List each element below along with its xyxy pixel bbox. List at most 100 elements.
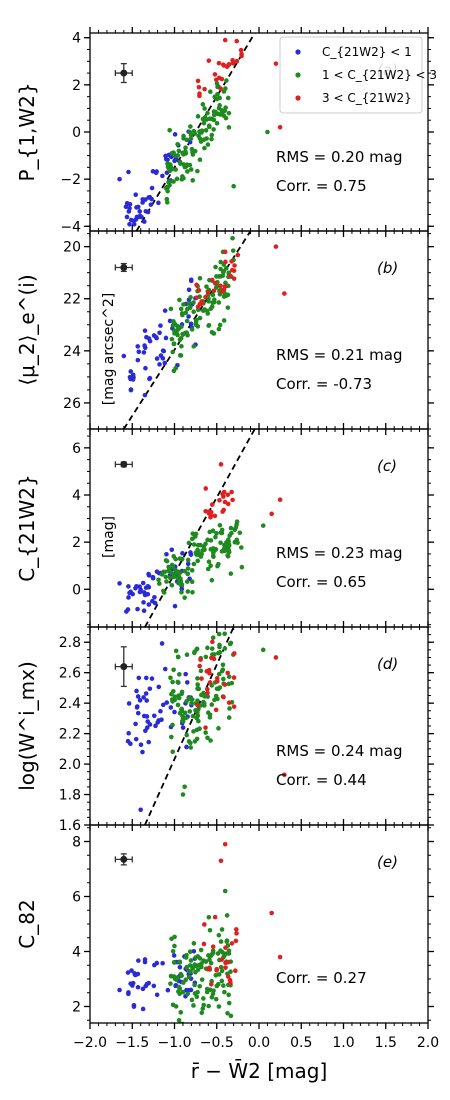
data-point-green — [265, 129, 270, 135]
data-point-red — [229, 941, 235, 946]
data-point-green — [161, 590, 167, 595]
data-point-green — [218, 939, 224, 944]
data-point-blue — [135, 694, 141, 699]
data-point-green — [234, 519, 240, 524]
data-point-green — [183, 164, 189, 169]
data-point-green — [189, 997, 195, 1003]
data-point-green — [172, 934, 177, 940]
y-tick-label: 2.8 — [59, 635, 81, 651]
data-point-green — [167, 575, 173, 580]
data-point-blue — [160, 173, 165, 179]
data-point-green — [175, 141, 180, 147]
data-point-red — [230, 57, 235, 63]
data-point-green — [175, 153, 181, 158]
data-point-red — [218, 462, 224, 467]
data-point-green — [176, 693, 181, 698]
data-point-blue — [151, 983, 157, 989]
data-point-green — [216, 726, 221, 731]
data-point-blue — [160, 961, 165, 966]
data-point-red — [195, 304, 201, 310]
data-point-blue — [123, 204, 129, 210]
data-point-green — [194, 552, 199, 557]
data-point-green — [207, 116, 213, 122]
data-point-green — [219, 668, 225, 674]
data-point-green — [202, 115, 208, 120]
data-point-green — [188, 136, 194, 141]
data-point-green — [229, 680, 235, 686]
data-point-red — [205, 289, 211, 295]
data-point-blue — [141, 608, 147, 614]
data-point-red — [203, 509, 208, 514]
data-point-green — [177, 297, 182, 303]
data-point-green — [210, 300, 215, 305]
data-point-green — [197, 956, 203, 961]
data-point-blue — [144, 981, 150, 987]
error-bar — [114, 853, 133, 866]
data-point-blue — [126, 169, 131, 175]
data-point-green — [199, 977, 205, 982]
data-point-green — [180, 1021, 185, 1023]
data-point-blue — [186, 287, 192, 293]
data-point-red — [273, 244, 279, 249]
data-point-green — [186, 540, 192, 546]
data-point-green — [218, 259, 223, 265]
data-point-green — [228, 1013, 234, 1019]
data-point-blue — [133, 240, 138, 245]
data-point-red — [227, 273, 233, 279]
data-point-red — [199, 676, 204, 681]
data-point-green — [191, 300, 196, 305]
data-point-blue — [144, 675, 149, 681]
data-point-blue — [156, 718, 161, 723]
data-point-red — [203, 486, 209, 491]
data-point-blue — [128, 589, 133, 595]
data-point-green — [224, 78, 229, 83]
data-point-green — [170, 948, 176, 954]
data-point-blue — [117, 176, 122, 182]
data-point-red — [221, 694, 226, 700]
data-point-blue — [135, 344, 141, 349]
data-point-green — [193, 955, 198, 960]
data-point-blue — [137, 589, 143, 595]
data-point-blue — [142, 328, 148, 333]
data-point-blue — [130, 377, 136, 382]
data-point-green — [175, 679, 181, 685]
data-point-red — [205, 690, 210, 696]
data-point-red — [235, 252, 241, 258]
data-point-blue — [147, 722, 153, 727]
data-point-green — [167, 168, 173, 174]
data-point-green — [195, 989, 200, 995]
x-tick-label: 2.0 — [417, 1035, 439, 1051]
data-point-green — [171, 574, 177, 580]
x-tick-label: 1.5 — [375, 1035, 397, 1051]
data-point-blue — [187, 139, 193, 145]
data-point-blue — [180, 725, 186, 730]
data-point-green — [168, 981, 173, 986]
data-point-green — [212, 652, 217, 657]
data-point-blue — [154, 169, 159, 174]
data-point-blue — [164, 551, 169, 557]
data-point-blue — [151, 713, 157, 719]
data-point-red — [225, 501, 231, 507]
data-point-green — [189, 146, 195, 152]
data-point-green — [191, 1003, 196, 1008]
data-point-green — [218, 964, 224, 970]
data-point-blue — [161, 348, 167, 354]
data-point-blue — [163, 335, 169, 341]
data-point-red — [277, 124, 283, 130]
data-point-blue — [184, 680, 190, 685]
data-point-green — [195, 558, 201, 564]
data-point-green — [195, 676, 200, 681]
data-point-green — [225, 1010, 230, 1016]
data-point-green — [200, 1006, 206, 1011]
data-point-blue — [143, 365, 148, 371]
data-point-green — [218, 540, 223, 546]
data-point-green — [208, 738, 213, 743]
data-point-green — [175, 323, 180, 329]
data-point-red — [222, 682, 228, 687]
data-point-red — [234, 931, 239, 936]
x-tick-label: −0.5 — [200, 1035, 234, 1051]
data-point-blue — [135, 606, 140, 612]
data-point-blue — [142, 219, 147, 224]
data-point-blue — [135, 984, 141, 990]
